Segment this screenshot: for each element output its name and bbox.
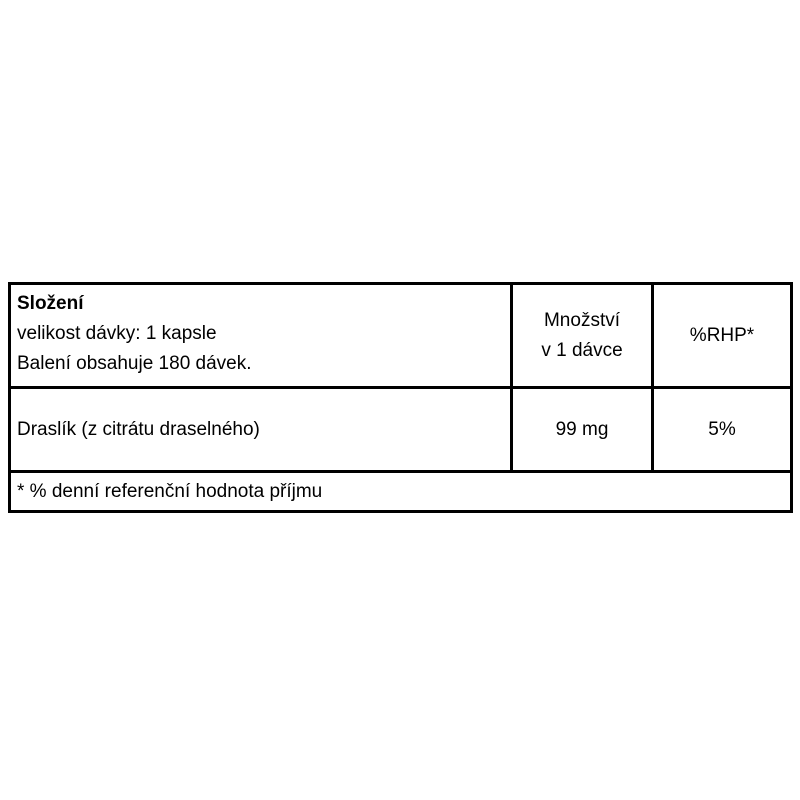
- footnote-cell: * % denní referenční hodnota příjmu: [11, 473, 790, 510]
- column-header-amount: Množství v 1 dávce: [510, 285, 651, 389]
- table-title: Složení: [17, 293, 84, 314]
- column-header-rhp-label: %RHP*: [689, 324, 755, 346]
- ingredient-rhp-value: 5%: [708, 418, 736, 440]
- column-header-rhp: %RHP*: [651, 285, 790, 389]
- column-header-amount-line2: v 1 dávce: [541, 339, 623, 361]
- ingredient-rhp-cell: 5%: [651, 389, 790, 473]
- table-header-info-cell: Složení velikost dávky: 1 kapsle Balení …: [11, 285, 510, 389]
- serving-size-line: velikost dávky: 1 kapsle: [17, 323, 217, 344]
- ingredient-amount-cell: 99 mg: [510, 389, 651, 473]
- column-header-amount-line1: Množství: [543, 309, 621, 331]
- footnote-text: * % denní referenční hodnota příjmu: [17, 480, 323, 502]
- supplement-facts-table: Složení velikost dávky: 1 kapsle Balení …: [8, 282, 793, 513]
- ingredient-amount: 99 mg: [555, 418, 609, 440]
- ingredient-name: Draslík (z citrátu draselného): [17, 418, 260, 440]
- servings-per-container-line: Balení obsahuje 180 dávek.: [17, 353, 252, 374]
- ingredient-name-cell: Draslík (z citrátu draselného): [11, 389, 510, 473]
